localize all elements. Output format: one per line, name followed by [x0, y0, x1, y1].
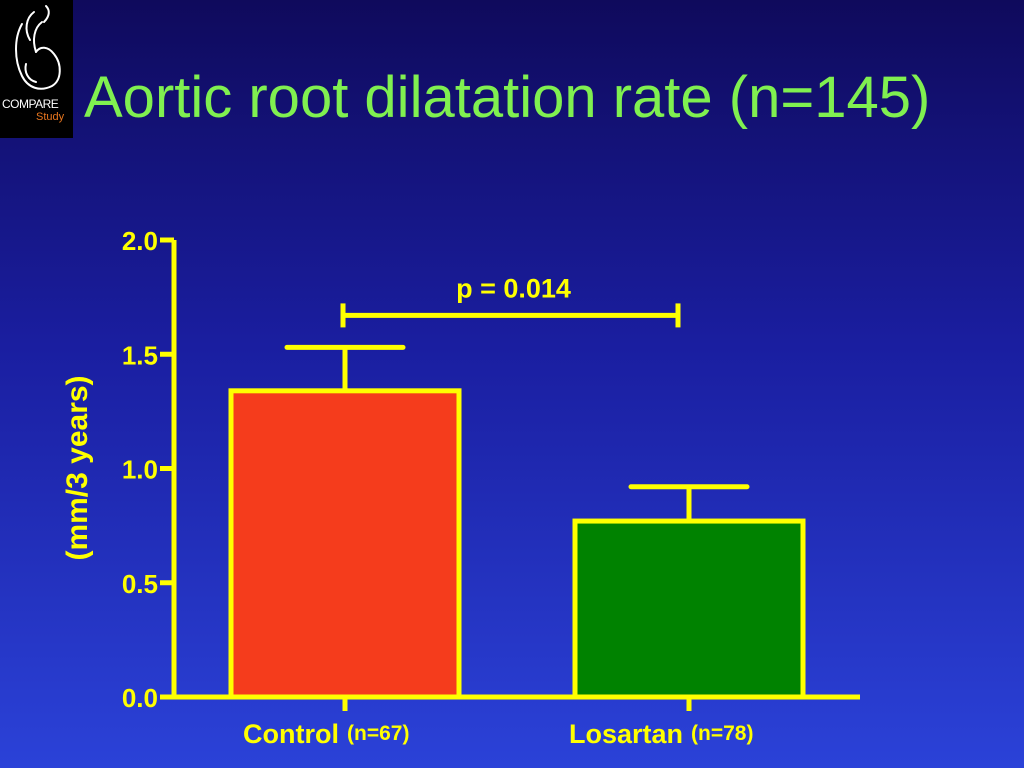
compare-study-logo: COMPARE Study	[0, 0, 73, 138]
category-n-label: (n=78)	[691, 722, 753, 745]
y-tick-label: 0.5	[122, 569, 158, 599]
heart-illustration-icon	[15, 5, 61, 90]
y-axis-title: (mm/3 years)	[61, 375, 94, 560]
slide-title: Aortic root dilatation rate (n=145)	[84, 65, 931, 130]
y-tick-label: 0.0	[122, 683, 158, 713]
y-tick-label: 1.0	[122, 455, 158, 485]
bar-losartan	[572, 518, 806, 700]
logo-subtitle: Study	[36, 111, 65, 123]
p-value-label: p = 0.014	[456, 273, 571, 303]
category-label: Losartan	[569, 719, 683, 749]
y-tick-label: 1.5	[122, 340, 158, 370]
logo-wordmark: COMPARE	[2, 97, 59, 111]
category-label: Control	[243, 719, 339, 749]
y-tick-label: 2.0	[122, 226, 158, 256]
bar-control	[228, 388, 462, 700]
category-n-label: (n=67)	[347, 722, 409, 745]
